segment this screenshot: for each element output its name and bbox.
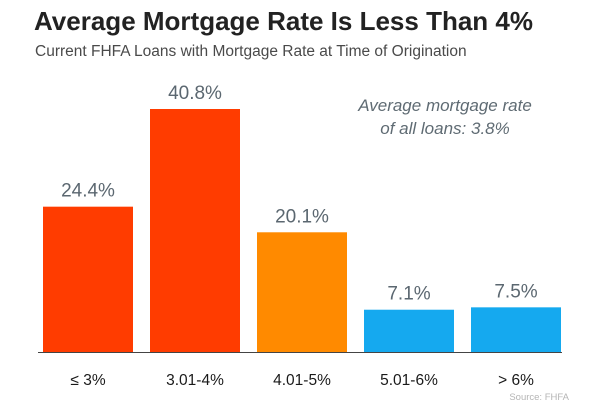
value-label-3-01-4: 40.8% xyxy=(168,83,222,104)
value-label-4-01-5: 20.1% xyxy=(275,206,329,227)
value-label-le-3: 24.4% xyxy=(61,181,115,202)
category-label-gt-6: > 6% xyxy=(498,372,534,389)
category-label-3-01-4: 3.01-4% xyxy=(166,372,224,389)
bar-4-01-5 xyxy=(257,232,347,352)
chart-subtitle: Current FHFA Loans with Mortgage Rate at… xyxy=(35,43,467,60)
average-rate-annotation: Average mortgage rate of all loans: 3.8% xyxy=(330,94,560,140)
bar-5-01-6 xyxy=(364,309,454,352)
chart-title: Average Mortgage Rate Is Less Than 4% xyxy=(34,6,533,36)
bar-3-01-4 xyxy=(150,109,240,352)
category-label-le-3: ≤ 3% xyxy=(70,372,105,389)
value-label-5-01-6: 7.1% xyxy=(387,284,430,305)
annotation-line-1: Average mortgage rate xyxy=(358,96,532,115)
annotation-line-2: of all loans: 3.8% xyxy=(380,119,510,138)
bar-le-3 xyxy=(43,206,133,352)
source-note: Source: FHFA xyxy=(509,392,569,403)
bar-gt-6 xyxy=(471,307,561,352)
category-label-5-01-6: 5.01-6% xyxy=(380,372,438,389)
category-label-4-01-5: 4.01-5% xyxy=(273,372,331,389)
value-label-gt-6: 7.5% xyxy=(494,281,537,302)
